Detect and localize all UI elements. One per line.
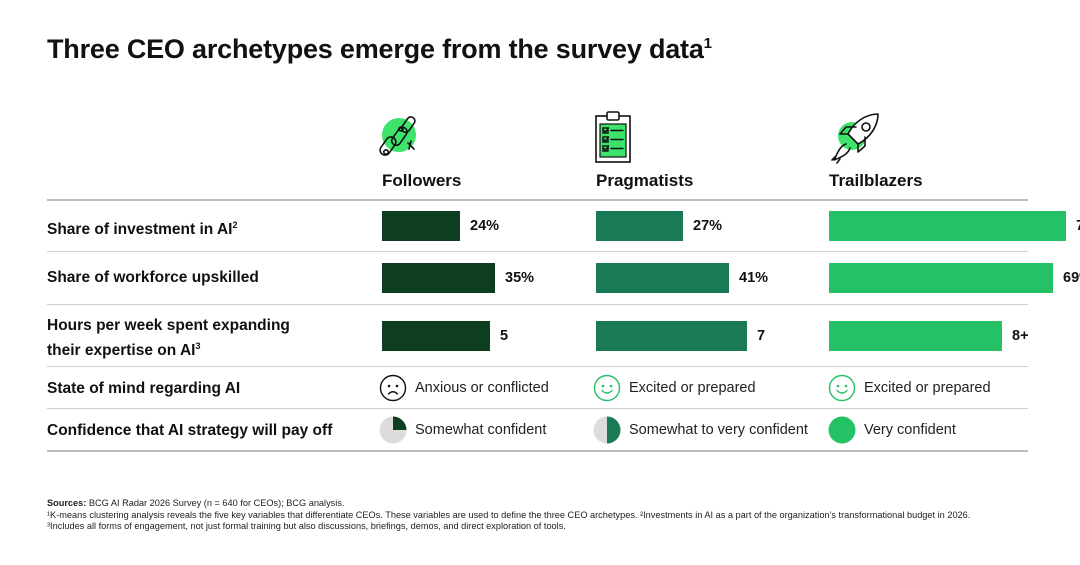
footnotes: Sources: BCG AI Radar 2026 Survey (n = 6… (47, 498, 1007, 533)
row-label-investment: Share of investment in AI2 (47, 220, 238, 239)
sources-text: BCG AI Radar 2026 Survey (n = 640 for CE… (88, 498, 345, 508)
bar-value-label: 41% (739, 270, 769, 286)
state-text: Excited or prepared (864, 380, 991, 396)
confidence-cell-followers: Somewhat confident (379, 416, 546, 444)
confidence-text: Somewhat to very confident (629, 422, 808, 438)
bar-value-label: 5 (500, 328, 509, 344)
state-cell-followers: Anxious or conflicted (379, 374, 549, 402)
bar-followers-row-3 (382, 321, 490, 351)
state-cell-trailblazers: Excited or prepared (828, 374, 991, 402)
bar-followers-row-1 (382, 211, 460, 241)
table-bottom-divider (47, 450, 1028, 452)
full-circle-icon (828, 416, 856, 444)
bar-trailblazers-row-2 (829, 263, 1053, 293)
confidence-text: Very confident (864, 422, 956, 438)
header-divider (47, 199, 1028, 201)
row-divider (47, 304, 1028, 305)
confidence-text: Somewhat confident (415, 422, 547, 438)
sources-label: Sources: (47, 498, 87, 508)
bar-value-label: 35% (505, 270, 535, 286)
bar-value-label: 24% (470, 218, 500, 234)
title-text: Three CEO archetypes emerge from the sur… (47, 34, 704, 64)
sources-line: Sources: BCG AI Radar 2026 Survey (n = 6… (47, 498, 1007, 510)
bar-pragmatists-row-1 (596, 211, 683, 241)
state-cell-pragmatists: Excited or prepared (593, 374, 756, 402)
ai-sparkles-icon (379, 116, 416, 156)
page-title: Three CEO archetypes emerge from the sur… (47, 34, 712, 65)
row-label-upskilled: Share of workforce upskilled (47, 269, 259, 286)
state-text: Anxious or conflicted (415, 380, 549, 396)
title-footnote-ref: 1 (703, 35, 712, 52)
column-header-followers: Followers (382, 171, 462, 190)
bar-trailblazers-row-1 (829, 211, 1066, 241)
rocket-icon (831, 113, 879, 164)
bar-followers-row-2 (382, 263, 495, 293)
clipboard-checklist-icon (595, 111, 631, 163)
smiling-face-icon (593, 374, 621, 402)
row-divider (47, 251, 1028, 252)
row-label-confidence: Confidence that AI strategy will pay off (47, 422, 333, 439)
footnote-text: ¹K-means clustering analysis reveals the… (47, 509, 971, 532)
row-divider (47, 408, 1028, 409)
bar-value-label: 73% (1076, 211, 1080, 241)
bar-value-label: 7 (757, 328, 766, 344)
row-label-state-of-mind: State of mind regarding AI (47, 380, 241, 397)
state-text: Excited or prepared (629, 380, 756, 396)
bar-value-label: 8+ (1012, 328, 1029, 344)
anxious-face-icon (379, 374, 407, 402)
column-header-pragmatists: Pragmatists (596, 171, 694, 190)
quarter-pie-icon (379, 416, 407, 444)
row-label-hours: Hours per week spent expanding their exp… (47, 317, 290, 360)
smiling-face-icon (828, 374, 856, 402)
half-pie-icon (593, 416, 621, 444)
confidence-cell-pragmatists: Somewhat to very confident (593, 416, 808, 444)
bar-value-label: 27% (693, 218, 723, 234)
bar-pragmatists-row-2 (596, 263, 729, 293)
row-divider (47, 366, 1028, 367)
column-header-trailblazers: Trailblazers (829, 171, 923, 190)
confidence-cell-trailblazers: Very confident (828, 416, 956, 444)
bar-pragmatists-row-3 (596, 321, 747, 351)
bar-value-label: 69% (1063, 270, 1080, 286)
bar-trailblazers-row-3 (829, 321, 1002, 351)
